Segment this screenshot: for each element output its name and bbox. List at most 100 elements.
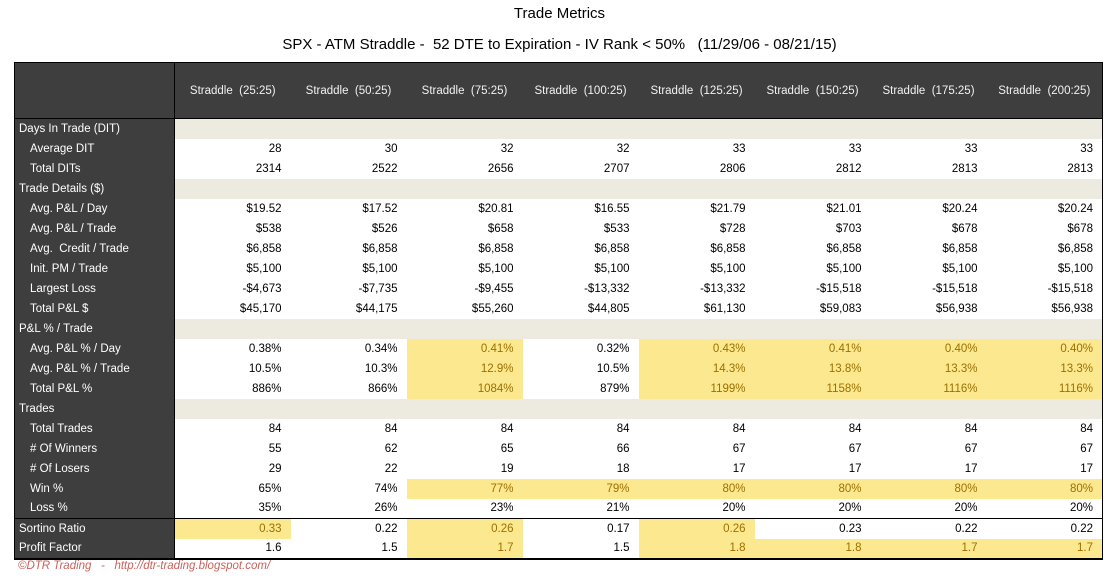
column-header-5: Straddle (150:25): [754, 62, 871, 119]
metric-cell: $21.01: [754, 198, 871, 219]
metric-cell: $59,083: [754, 298, 871, 319]
metric-cell: 84: [638, 418, 755, 439]
metric-cell: 79%: [522, 478, 639, 499]
section-band: [174, 178, 1103, 199]
metric-cell: 20%: [754, 498, 871, 519]
metric-cell: 17: [638, 458, 755, 479]
metric-cell: 1.8: [754, 538, 871, 559]
metric-cell: 1.5: [522, 538, 639, 559]
metric-cell: 1084%: [406, 378, 523, 399]
metric-cell: $678: [870, 218, 987, 239]
metric-cell: 2314: [174, 158, 291, 179]
row-label-14: Trades: [14, 398, 175, 419]
metric-cell: $5,100: [870, 258, 987, 279]
metric-cell: 19: [406, 458, 523, 479]
row-label-12: Avg. P&L % / Trade: [14, 358, 175, 379]
row-label-8: Largest Loss: [14, 278, 175, 299]
metric-cell: 1.7: [986, 538, 1103, 559]
metric-cell: $6,858: [754, 238, 871, 259]
metric-cell: $20.81: [406, 198, 523, 219]
metric-cell: 0.43%: [638, 338, 755, 359]
metric-cell: -$13,332: [638, 278, 755, 299]
metric-cell: 886%: [174, 378, 291, 399]
section-band: [174, 398, 1103, 419]
column-header-6: Straddle (175:25): [870, 62, 987, 119]
row-label-17: # Of Losers: [14, 458, 175, 479]
metric-cell: -$13,332: [522, 278, 639, 299]
column-header-0: Straddle (25:25): [174, 62, 291, 119]
metric-cell: 13.3%: [986, 358, 1103, 379]
metric-cell: $658: [406, 218, 523, 239]
table-row-16: # Of Winners 55 62 65 66 67 67 67 67: [14, 438, 1103, 459]
table-row-13: Total P&L % 886% 866% 1084% 879% 1199% 1158% 11…: [14, 378, 1103, 399]
row-label-7: Init. PM / Trade: [14, 258, 175, 279]
table-row-15: Total Trades 84 84 84 84 84 84 84 84: [14, 418, 1103, 439]
metric-cell: 62: [290, 438, 407, 459]
metric-cell: -$7,735: [290, 278, 407, 299]
metric-cell: 0.22: [986, 518, 1103, 539]
metric-cell: 0.17: [522, 518, 639, 539]
metric-cell: $5,100: [986, 258, 1103, 279]
metric-cell: 12.9%: [406, 358, 523, 379]
copyright-footer: ©DTR Trading - http://dtr-trading.blogsp…: [18, 560, 271, 572]
metric-cell: 0.26: [406, 518, 523, 539]
metric-cell: 28: [174, 138, 291, 159]
metric-cell: $17.52: [290, 198, 407, 219]
metric-cell: 10.5%: [522, 358, 639, 379]
metric-cell: 20%: [986, 498, 1103, 519]
metric-cell: $19.52: [174, 198, 291, 219]
row-label-15: Total Trades: [14, 418, 175, 439]
column-header-2: Straddle (75:25): [406, 62, 523, 119]
metric-cell: $728: [638, 218, 755, 239]
metric-cell: 2812: [754, 158, 871, 179]
metric-cell: $44,175: [290, 298, 407, 319]
metric-cell: $20.24: [986, 198, 1103, 219]
metric-cell: $5,100: [406, 258, 523, 279]
metric-cell: 13.3%: [870, 358, 987, 379]
metric-cell: 33: [754, 138, 871, 159]
metric-cell: $526: [290, 218, 407, 239]
metric-cell: 67: [986, 438, 1103, 459]
metric-cell: 10.3%: [290, 358, 407, 379]
row-label-18: Win %: [14, 478, 175, 499]
metric-cell: $56,938: [870, 298, 987, 319]
metric-cell: 1116%: [986, 378, 1103, 399]
metric-cell: -$9,455: [406, 278, 523, 299]
trade-metrics-table: Straddle (25:25) Straddle (50:25) Straddle…: [14, 62, 1103, 560]
table-row-5: Avg. P&L / Trade $538 $526 $658 $533 $728 $703…: [14, 218, 1103, 239]
metric-cell: 0.38%: [174, 338, 291, 359]
metric-cell: $703: [754, 218, 871, 239]
metric-cell: $5,100: [638, 258, 755, 279]
metric-cell: 84: [870, 418, 987, 439]
table-row-0: Days In Trade (DIT): [14, 118, 1103, 139]
table-row-4: Avg. P&L / Day $19.52 $17.52 $20.81 $16.55 $2…: [14, 198, 1103, 219]
metric-cell: 20%: [870, 498, 987, 519]
metric-cell: -$15,518: [986, 278, 1103, 299]
table-row-17: # Of Losers 29 22 19 18 17 17 17 17: [14, 458, 1103, 479]
row-label-6: Avg. Credit / Trade: [14, 238, 175, 259]
metric-cell: 10.5%: [174, 358, 291, 379]
row-label-5: Avg. P&L / Trade: [14, 218, 175, 239]
table-row-12: Avg. P&L % / Trade 10.5% 10.3% 12.9% 10.5% 14…: [14, 358, 1103, 379]
row-label-10: P&L % / Trade: [14, 318, 175, 339]
metric-cell: $5,100: [174, 258, 291, 279]
table-row-21: Profit Factor 1.6 1.5 1.7 1.5 1.8 1.8 1.7 1.7: [14, 538, 1103, 559]
metric-cell: 1158%: [754, 378, 871, 399]
metric-cell: 65%: [174, 478, 291, 499]
metric-cell: 866%: [290, 378, 407, 399]
metric-cell: $55,260: [406, 298, 523, 319]
metric-cell: 84: [406, 418, 523, 439]
row-label-13: Total P&L %: [14, 378, 175, 399]
metric-cell: 13.8%: [754, 358, 871, 379]
table-body: Days In Trade (DIT) Average DIT 28 30 32 32 33…: [14, 118, 1103, 559]
metric-cell: $6,858: [406, 238, 523, 259]
column-header-4: Straddle (125:25): [638, 62, 755, 119]
table-row-14: Trades: [14, 398, 1103, 419]
metric-cell: $45,170: [174, 298, 291, 319]
metric-cell: 0.41%: [754, 338, 871, 359]
metric-cell: 0.34%: [290, 338, 407, 359]
metric-cell: $5,100: [290, 258, 407, 279]
metric-cell: -$15,518: [754, 278, 871, 299]
row-label-1: Average DIT: [14, 138, 175, 159]
metric-cell: 84: [986, 418, 1103, 439]
